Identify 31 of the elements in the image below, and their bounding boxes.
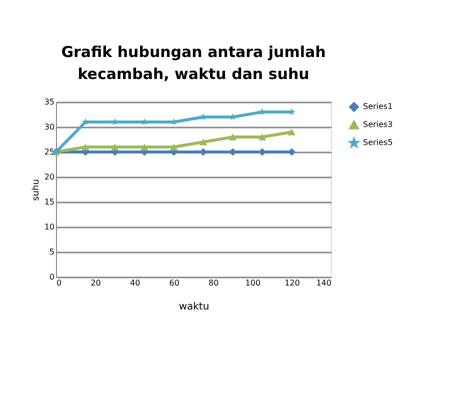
legend-label: Series5 [363,138,393,147]
x-tick-label: 140 [316,278,332,288]
y-tick-label: 35 [44,98,54,106]
y-axis-title: suhu [31,179,42,201]
x-tick-label: 100 [245,278,261,288]
y-tick-label: 5 [49,248,54,256]
point [170,144,178,150]
point [82,144,90,150]
chart-title: Grafik hubungan antara jumlah kecambah, waktu dan suhu [61,43,326,83]
point [228,134,237,140]
y-tick-label: 25 [44,148,54,156]
point [111,144,119,150]
x-tick-label: 0 [56,278,62,288]
point [199,138,208,146]
y-tick-label: 0 [49,272,54,282]
x-axis-title: waktu [178,302,210,312]
x-tick-label: 60 [169,278,180,288]
point [140,144,148,150]
legend-label: Series1 [363,102,393,111]
legend-label: Series3 [363,120,393,129]
x-tick-label: 80 [208,278,219,288]
x-tick-label: 120 [284,278,300,288]
x-tick-label: 40 [130,278,140,288]
y-tick-label: 20 [44,172,54,182]
point [288,128,296,136]
x-tick-label: 20 [90,278,101,288]
point [200,113,207,120]
point [258,134,266,140]
y-tick-label: 10 [44,222,54,232]
y-tick-label: 30 [44,122,54,132]
y-tick-label: 15 [44,198,54,206]
